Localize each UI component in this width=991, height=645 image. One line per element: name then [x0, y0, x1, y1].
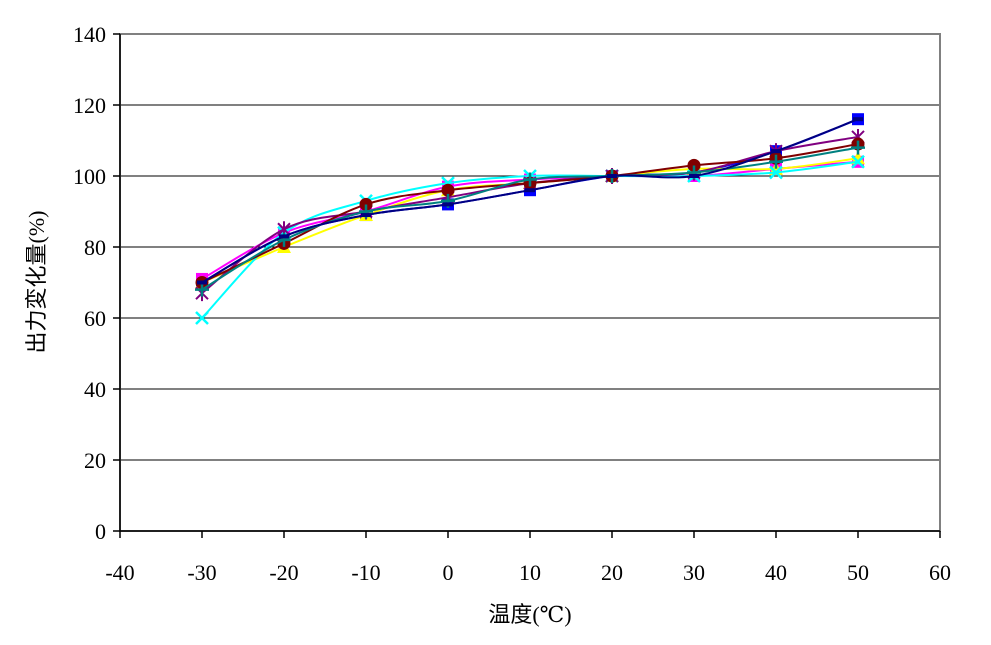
- y-tick-label: 0: [95, 519, 106, 544]
- y-tick-label: 120: [73, 93, 106, 118]
- data-point: [195, 282, 209, 297]
- x-tick-label: -20: [269, 560, 298, 585]
- x-tick-label: -10: [351, 560, 380, 585]
- x-tick-label: 20: [601, 560, 623, 585]
- plot-area-frame: [119, 33, 941, 532]
- series-3: [195, 151, 865, 289]
- data-point: [769, 165, 783, 180]
- gridlines: [120, 33, 940, 461]
- series-line: [201, 118, 859, 284]
- data-point: [279, 234, 289, 239]
- data-point: [853, 117, 863, 122]
- y-tick-label: 80: [84, 235, 106, 260]
- x-axis-title: 温度(℃): [488, 602, 571, 627]
- data-point: [771, 149, 781, 154]
- data-point: [607, 174, 617, 178]
- x-tick-label: -30: [187, 560, 216, 585]
- data-point: [689, 174, 699, 178]
- data-point: [687, 158, 701, 172]
- axes: [113, 33, 941, 538]
- data-point: [443, 202, 453, 207]
- y-tick-label: 140: [73, 22, 106, 47]
- data-point: [851, 154, 865, 169]
- x-tick-label: 60: [929, 560, 951, 585]
- data-point: [361, 213, 371, 218]
- series-line: [201, 118, 859, 284]
- series-7: [195, 140, 865, 297]
- x-tick-label: 10: [519, 560, 541, 585]
- y-tick-label: 20: [84, 448, 106, 473]
- series-group: [195, 113, 865, 325]
- x-tick-label: 50: [847, 560, 869, 585]
- x-tick-label: 0: [443, 560, 454, 585]
- data-point: [195, 311, 209, 325]
- data-point: [769, 154, 783, 169]
- data-point: [525, 188, 535, 193]
- x-tick-label: -40: [105, 560, 134, 585]
- series-1: [196, 113, 864, 289]
- data-point: [851, 151, 865, 165]
- y-tick-label: 40: [84, 377, 106, 402]
- x-tick-label: 40: [765, 560, 787, 585]
- data-point: [359, 197, 373, 211]
- data-point: [523, 172, 537, 187]
- series-6: [195, 137, 865, 289]
- data-point: [197, 280, 207, 285]
- y-tick-label: 100: [73, 164, 106, 189]
- data-point: [851, 140, 865, 155]
- y-axis-title: 出力変化量(%): [24, 211, 49, 354]
- y-tick-label: 60: [84, 306, 106, 331]
- series-8: [197, 117, 863, 285]
- data-point: [441, 183, 455, 197]
- tick-labels: 0 20 40 60 80 100 120 140 -40 -30 -20 -10 0 10 20 30 40 5…: [73, 22, 951, 585]
- x-tick-label: 30: [683, 560, 705, 585]
